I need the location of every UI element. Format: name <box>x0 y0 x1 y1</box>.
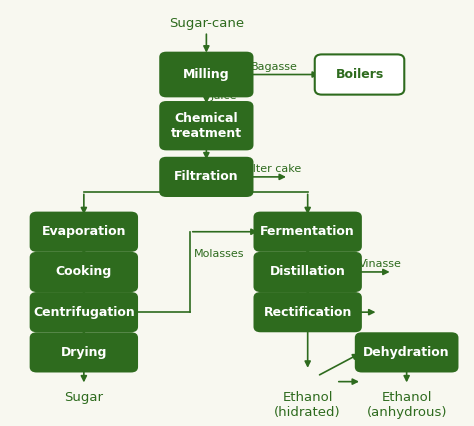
Text: Filter cake: Filter cake <box>244 164 301 174</box>
FancyBboxPatch shape <box>30 252 138 292</box>
FancyBboxPatch shape <box>159 157 254 197</box>
Text: Sugar: Sugar <box>64 391 103 404</box>
FancyBboxPatch shape <box>30 332 138 372</box>
Text: Sugar-cane: Sugar-cane <box>169 17 244 30</box>
FancyBboxPatch shape <box>254 292 362 332</box>
FancyBboxPatch shape <box>30 292 138 332</box>
FancyBboxPatch shape <box>254 212 362 252</box>
Text: Cooking: Cooking <box>56 265 112 279</box>
FancyBboxPatch shape <box>159 101 254 150</box>
Text: Ethanol
(hidrated): Ethanol (hidrated) <box>274 391 341 419</box>
Text: Dehydration: Dehydration <box>364 346 450 359</box>
Text: Evaporation: Evaporation <box>42 225 126 238</box>
Text: Milling: Milling <box>183 68 230 81</box>
FancyBboxPatch shape <box>315 55 404 95</box>
Text: Fermentation: Fermentation <box>260 225 355 238</box>
Text: Distillation: Distillation <box>270 265 346 279</box>
Text: Centrifugation: Centrifugation <box>33 306 135 319</box>
FancyBboxPatch shape <box>159 52 254 98</box>
Text: Boilers: Boilers <box>336 68 383 81</box>
Text: Filtration: Filtration <box>174 170 239 183</box>
Text: Rectification: Rectification <box>264 306 352 319</box>
Text: Juice: Juice <box>210 91 237 101</box>
FancyBboxPatch shape <box>30 212 138 252</box>
Text: Drying: Drying <box>61 346 107 359</box>
Text: Molasses: Molasses <box>194 249 244 259</box>
Text: Ethanol
(anhydrous): Ethanol (anhydrous) <box>366 391 447 419</box>
Text: Vinasse: Vinasse <box>358 259 401 269</box>
FancyBboxPatch shape <box>254 252 362 292</box>
Text: Chemical
treatment: Chemical treatment <box>171 112 242 140</box>
FancyBboxPatch shape <box>355 332 458 372</box>
Text: Bagasse: Bagasse <box>251 62 298 72</box>
